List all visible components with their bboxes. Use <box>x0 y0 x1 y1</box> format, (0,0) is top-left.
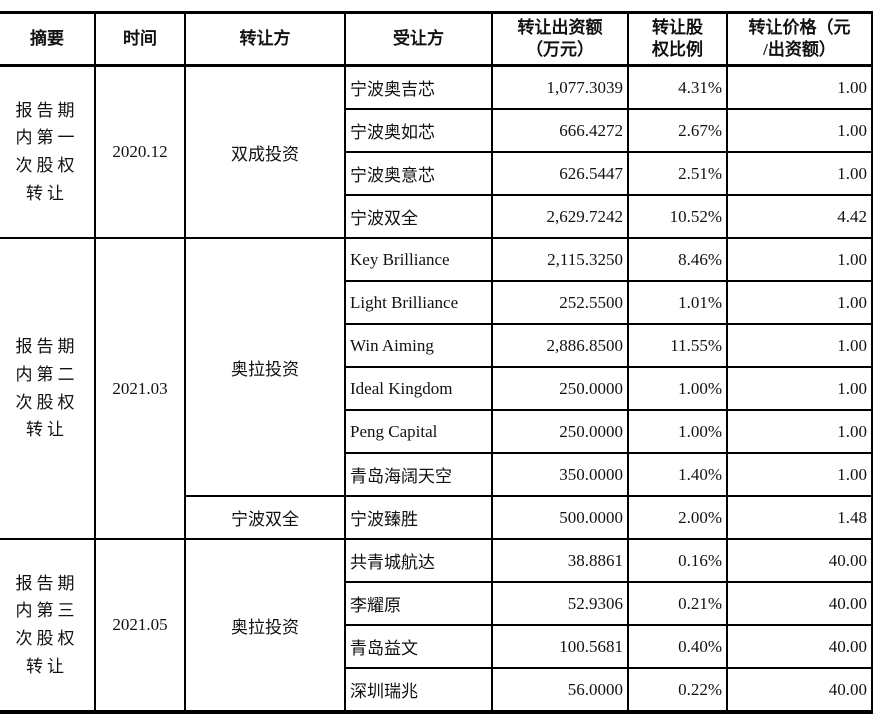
table-row: Peng Capital 250.0000 1.00% 1.00 <box>0 409 873 454</box>
header-summary: 摘要 <box>0 11 96 67</box>
cell-transferor: 奥拉投资 <box>184 237 346 497</box>
cell-transferee: 深圳瑞兆 <box>345 667 493 713</box>
cell-transferee: 共青城航达 <box>344 538 493 583</box>
cell-transferee: 青岛海阔天空 <box>345 452 493 497</box>
cell-price: 40.00 <box>726 624 873 669</box>
cell-transferee: 宁波双全 <box>345 194 493 239</box>
cell-amount: 52.9306 <box>491 581 629 626</box>
table-header: 摘要 时间 转让方 受让方 转让出资额 （万元） 转让股 权比例 转让价格（元 /出资额） <box>0 11 873 67</box>
cell-amount: 38.8861 <box>491 538 629 583</box>
equity-transfer-table: 摘要 时间 转让方 受让方 转让出资额 （万元） 转让股 权比例 转让价格（元 /出资额） … <box>0 11 873 714</box>
cell-price: 4.42 <box>726 194 873 239</box>
table-row: Light Brilliance 252.5500 1.01% 1.00 <box>0 280 873 325</box>
cell-ratio: 0.40% <box>627 624 728 669</box>
table-row: 报告期 内第三 次股权 转让 2021.05 奥拉投资 共青城航达 38.8861 0.1… <box>0 538 873 713</box>
cell-amount: 250.0000 <box>491 409 629 454</box>
cell-price: 1.00 <box>726 409 873 454</box>
cell-amount: 2,886.8500 <box>491 323 629 368</box>
cell-summary: 报告期 内第二 次股权 转让 <box>0 237 96 540</box>
header-time: 时间 <box>94 11 186 67</box>
cell-ratio: 2.00% <box>627 495 728 540</box>
cell-price: 40.00 <box>726 581 873 626</box>
cell-transferee: 宁波奥如芯 <box>345 108 493 153</box>
cell-amount: 626.5447 <box>491 151 629 196</box>
cell-transferee: Ideal Kingdom <box>345 366 493 411</box>
header-transferor: 转让方 <box>184 11 346 67</box>
cell-price: 1.00 <box>726 108 873 153</box>
cell-transferee: Light Brilliance <box>345 280 493 325</box>
cell-ratio: 11.55% <box>627 323 728 368</box>
cell-price: 1.00 <box>726 280 873 325</box>
table-row: 青岛海阔天空 350.0000 1.40% 1.00 <box>0 452 873 497</box>
cell-price: 40.00 <box>726 538 873 583</box>
table-row: 李耀原 52.9306 0.21% 40.00 <box>0 581 873 626</box>
cell-transferor: 双成投资 <box>184 64 346 239</box>
cell-transferee: Key Brilliance <box>344 237 493 282</box>
cell-amount: 1,077.3039 <box>491 64 629 110</box>
table-row: 青岛益文 100.5681 0.40% 40.00 <box>0 624 873 669</box>
cell-ratio: 0.22% <box>627 667 728 713</box>
cell-price: 1.00 <box>726 151 873 196</box>
cell-ratio: 4.31% <box>627 64 728 110</box>
cell-transferee: 宁波奥意芯 <box>345 151 493 196</box>
cell-amount: 252.5500 <box>491 280 629 325</box>
cell-amount: 666.4272 <box>491 108 629 153</box>
cell-transferor: 宁波双全 <box>185 495 346 540</box>
cell-price: 1.00 <box>726 64 873 110</box>
cell-summary: 报告期 内第三 次股权 转让 <box>0 538 96 713</box>
cell-amount: 56.0000 <box>491 667 629 713</box>
cell-summary: 报告期 内第一 次股权 转让 <box>0 64 96 239</box>
cell-amount: 500.0000 <box>491 495 629 540</box>
cell-price: 1.00 <box>726 452 873 497</box>
cell-ratio: 1.00% <box>627 366 728 411</box>
cell-amount: 250.0000 <box>491 366 629 411</box>
cell-ratio: 2.51% <box>627 151 728 196</box>
cell-transferee: Win Aiming <box>345 323 493 368</box>
cell-price: 1.00 <box>726 323 873 368</box>
table-row: 宁波双全 2,629.7242 10.52% 4.42 <box>0 194 873 239</box>
cell-amount: 2,629.7242 <box>491 194 629 239</box>
cell-ratio: 2.67% <box>627 108 728 153</box>
table-row: 宁波双全 宁波臻胜 500.0000 2.00% 1.48 <box>0 495 873 540</box>
cell-time: 2021.05 <box>94 538 186 713</box>
cell-ratio: 10.52% <box>627 194 728 239</box>
cell-price: 1.48 <box>726 495 873 540</box>
cell-transferee: 青岛益文 <box>345 624 493 669</box>
cell-ratio: 0.16% <box>627 538 728 583</box>
table-row: 宁波奥意芯 626.5447 2.51% 1.00 <box>0 151 873 196</box>
table-body: 报告期 内第一 次股权 转让 2020.12 双成投资 宁波奥吉芯 1,077.3039… <box>0 64 873 713</box>
cell-time: 2020.12 <box>94 64 186 239</box>
cell-transferee: 宁波臻胜 <box>344 495 493 540</box>
cell-ratio: 0.21% <box>627 581 728 626</box>
header-transferee: 受让方 <box>344 11 493 67</box>
cell-transferee: Peng Capital <box>345 409 493 454</box>
header-price: 转让价格（元 /出资额） <box>726 11 873 67</box>
table-row: 报告期 内第一 次股权 转让 2020.12 双成投资 宁波奥吉芯 1,077.3039… <box>0 64 873 239</box>
cell-ratio: 1.00% <box>627 409 728 454</box>
cell-transferee: 李耀原 <box>345 581 493 626</box>
cell-ratio: 8.46% <box>627 237 728 282</box>
cell-amount: 2,115.3250 <box>491 237 629 282</box>
cell-amount: 350.0000 <box>491 452 629 497</box>
table-row: 宁波奥如芯 666.4272 2.67% 1.00 <box>0 108 873 153</box>
cell-ratio: 1.01% <box>627 280 728 325</box>
cell-amount: 100.5681 <box>491 624 629 669</box>
cell-transferee: 宁波奥吉芯 <box>344 64 493 110</box>
table-row: Win Aiming 2,886.8500 11.55% 1.00 <box>0 323 873 368</box>
header-amount: 转让出资额 （万元） <box>491 11 629 67</box>
header-row: 摘要 时间 转让方 受让方 转让出资额 （万元） 转让股 权比例 转让价格（元 /出资额） <box>0 11 873 67</box>
cell-price: 40.00 <box>726 667 873 713</box>
table-row: Ideal Kingdom 250.0000 1.00% 1.00 <box>0 366 873 411</box>
table-row: 报告期 内第二 次股权 转让 2021.03 奥拉投资 Key Brilliance 2… <box>0 237 873 540</box>
header-ratio: 转让股 权比例 <box>627 11 728 67</box>
cell-time: 2021.03 <box>94 237 186 540</box>
cell-price: 1.00 <box>726 366 873 411</box>
cell-ratio: 1.40% <box>627 452 728 497</box>
cell-transferor: 奥拉投资 <box>184 538 346 713</box>
cell-price: 1.00 <box>726 237 873 282</box>
